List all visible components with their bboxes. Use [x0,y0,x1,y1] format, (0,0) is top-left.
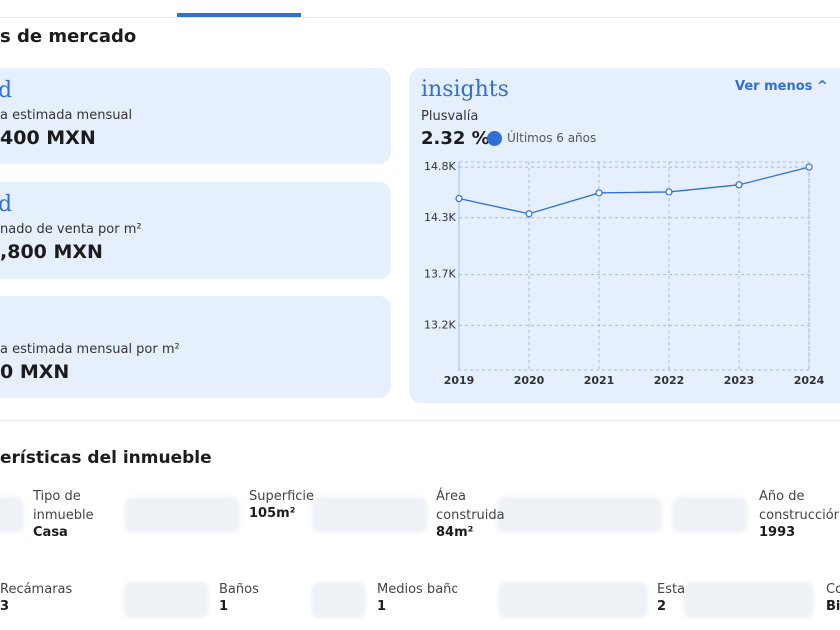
icon-placeholder [672,497,747,533]
x-tick-label: 2023 [724,374,755,387]
point [455,194,463,203]
icon-placeholder [0,497,24,533]
point [525,210,533,218]
toggle-text[interactable]: Ver menos [735,79,813,94]
line [458,166,810,215]
feature-label: Esta [657,582,686,597]
feature-value: 1993 [759,525,796,540]
card-label: a estimada mensual [0,108,133,123]
feature: Co Bi [826,580,840,614]
feature: Área construida 84m² [436,487,516,540]
feature-value: 105m² [249,506,296,521]
chart: 14.8K 14.3K 13.7K 13.2K 2019 2020 2021 2022 2023… [424,160,825,387]
insights-card: insights Ver menos ^ Plusvalía 2.32 % Úl… [409,68,840,403]
card-label: a estimada mensual por m² [0,342,180,357]
card: d a estimada mensual 400 MXN [0,68,391,164]
feature-value: 84m² [436,525,474,540]
toggle-button[interactable]: Ver menos ^ [735,79,828,94]
features-title: erísticas del inmueble [0,448,212,468]
y-tick-label: 13.7K [424,268,456,281]
point [805,163,813,171]
icon-placeholder [124,582,209,618]
x-tick-label: 2019 [444,374,475,387]
divider [0,420,840,421]
y-tick-label: 13.2K [424,318,456,331]
x-tick-label: 2022 [654,374,685,387]
feature-label: Tipo de inmueble [33,489,94,523]
card-value: 0 MXN [0,361,70,383]
metric-period: Últimos 6 años [507,131,597,145]
card-value: ,800 MXN [0,241,103,263]
feature-label: Recámaras [0,582,73,597]
icon-placeholder [311,582,366,618]
card: d nado de venta por m² ,800 MXN [0,182,391,279]
icon-placeholder [498,582,648,618]
y-tick-label: 14.3K [424,211,456,224]
feature-label: Baños [219,582,259,597]
x-tick-label: 2021 [584,374,615,387]
feature: Esta 2 [657,580,737,614]
feature: Año de construcción 1993 [759,487,839,540]
plot-frame [458,161,810,371]
x-tick-label: 2020 [514,374,545,387]
icon-placeholder [125,497,240,533]
y-tick-label: 14.8K [424,160,456,173]
info-icon [487,131,502,146]
feature-label: Área construida [436,489,505,523]
feature-label: Año de construcción [759,489,839,523]
icon-placeholder [312,497,427,533]
feature-value: 2 [657,599,667,614]
feature: Recámaras 3 [0,580,80,614]
feature: Medios baños 1 [377,580,457,614]
active-tab[interactable] [177,13,301,17]
feature-value: Casa [33,525,68,540]
card: a estimada mensual por m² 0 MXN [0,296,391,398]
card-label: nado de venta por m² [0,222,142,237]
feature-value: 1 [219,599,229,614]
feature-label: Co [826,582,840,597]
point [595,189,603,197]
metric-label: Plusvalía [421,109,479,124]
feature: Baños 1 [219,580,299,614]
feature-value: 1 [377,599,387,614]
feature-value: 3 [0,599,10,614]
metric-value: 2.32 % [421,128,490,149]
point [665,188,673,196]
section-title: s de mercado [0,26,137,47]
feature-label: Superficie [249,489,315,504]
feature-label: Medios baños [377,582,457,597]
icon-placeholder [684,582,814,618]
feature-value: Bi [826,599,840,614]
x-tick-label: 2024 [794,374,825,387]
card-heading: d [0,192,13,217]
icon-placeholder [497,497,662,533]
point [735,181,743,189]
feature: Tipo de inmueble Casa [33,487,113,540]
tab-divider [0,17,840,18]
insights-title: insights [421,77,509,102]
card-heading: d [0,78,13,103]
card-value: 400 MXN [0,127,96,149]
feature: Superficie 105m² [249,487,329,521]
